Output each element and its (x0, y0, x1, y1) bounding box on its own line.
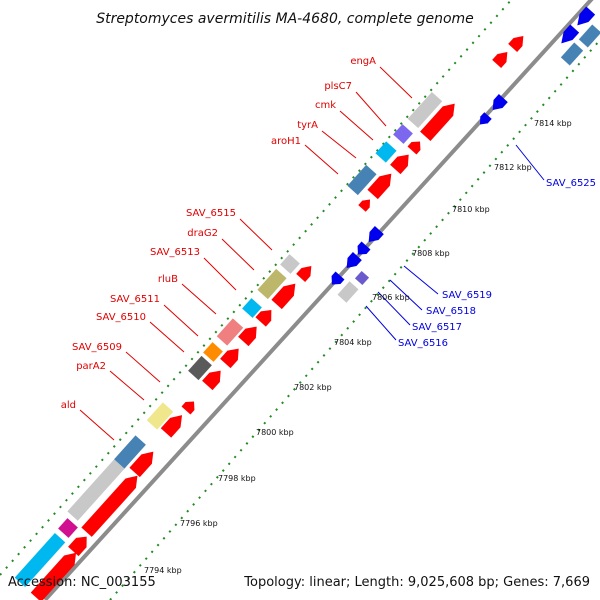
gene-arrow-fwd-6 (181, 401, 195, 415)
kbp-label-7794: 7794 kbp (144, 566, 182, 575)
gene-arrow-fwd-4 (129, 451, 154, 478)
gene-box-steelblue-1 (114, 435, 146, 469)
gene-arrow-rev-2 (346, 252, 362, 268)
forward-track-outer (14, 91, 443, 587)
gene-arrow-fwd-19 (508, 36, 524, 52)
kbp-label-7802: 7802 kbp (294, 383, 332, 392)
gene-label-rluB: rluB (158, 274, 178, 285)
kbp-label-7806: 7806 kbp (372, 293, 410, 302)
gene-box-darkgray (188, 355, 212, 381)
gene-box-olive (257, 268, 287, 300)
gene-box-khaki (146, 402, 174, 430)
gene-label-SAV_6518: SAV_6518 (426, 306, 476, 317)
gene-label-ald: ald (61, 400, 76, 411)
kbp-label-7810: 7810 kbp (452, 205, 490, 214)
reverse-labels: SAV_6525 SAV_6519 SAV_6518 SAV_6517 SAV_… (398, 178, 596, 349)
gene-label-aroH1: aroH1 (271, 136, 301, 147)
gene-label-SAV_6511: SAV_6511 (110, 294, 160, 305)
gene-arrow-rev-1 (331, 271, 345, 285)
gene-label-engA: engA (350, 56, 376, 67)
gene-arrow-fwd-16 (407, 141, 421, 155)
gene-arrow-fwd-10 (255, 310, 272, 327)
gene-arrow-rev-5 (479, 112, 492, 125)
gene-box-cyan-2 (242, 298, 262, 318)
gene-label-SAV_6510: SAV_6510 (96, 312, 146, 323)
gene-box-gray-rev (337, 281, 359, 303)
gene-arrow-rev-4 (368, 226, 384, 242)
gene-label-SAV_6513: SAV_6513 (150, 247, 200, 258)
gene-arrow-fwd-11 (271, 283, 296, 310)
gene-label-plsC7: plsC7 (324, 81, 352, 92)
gene-label-cmk: cmk (315, 100, 336, 111)
gene-arrow-fwd-2 (68, 536, 87, 557)
gene-label-SAV_6517: SAV_6517 (412, 322, 462, 333)
gene-box-cyan-3 (375, 141, 397, 163)
gene-label-draG2: draG2 (187, 228, 218, 239)
kbp-label-7812: 7812 kbp (494, 163, 532, 172)
forward-labels: engA plsC7 cmk tyrA aroH1 SAV_6515 draG2… (61, 56, 376, 411)
gene-label-tyrA: tyrA (297, 120, 318, 131)
kbp-labels: 7794 kbp 7796 kbp 7798 kbp 7800 kbp 7802… (144, 119, 572, 575)
gene-arrow-fwd-1 (30, 552, 77, 600)
genome-backbone (43, 0, 594, 600)
gene-arrow-fwd-15 (390, 154, 409, 175)
kbp-label-7800: 7800 kbp (256, 428, 294, 437)
gene-arrow-fwd-3 (81, 475, 138, 537)
gene-arrow-fwd-9 (238, 326, 257, 347)
gene-box-steelblue-rev-2 (578, 24, 600, 48)
gene-box-gray-2 (280, 254, 300, 274)
gene-label-SAV_6515: SAV_6515 (186, 208, 236, 219)
gene-box-slateblue-rev (354, 270, 370, 286)
gene-arrow-fwd-8 (220, 348, 239, 369)
reverse-leaders (365, 144, 545, 341)
reverse-track (331, 6, 600, 303)
gene-arrow-fwd-17 (420, 103, 455, 142)
genome-summary-text: Topology: linear; Length: 9,025,608 bp; … (243, 575, 590, 590)
gene-arrow-rev-6 (492, 94, 508, 110)
gene-label-parA2: parA2 (76, 361, 106, 372)
gene-label-SAV_6509: SAV_6509 (72, 342, 122, 353)
gene-arrow-fwd-5 (160, 415, 183, 438)
gene-box-slateblue (393, 124, 413, 144)
kbp-label-7798: 7798 kbp (218, 474, 256, 483)
kbp-label-7808: 7808 kbp (412, 249, 450, 258)
gene-box-gray-3 (407, 91, 443, 129)
gene-label-SAV_6516: SAV_6516 (398, 338, 448, 349)
map-title: Streptomyces avermitilis MA-4680, comple… (96, 11, 474, 27)
forward-leaders (79, 66, 413, 441)
gene-box-gray-1 (67, 459, 125, 521)
forward-track-inner (30, 36, 524, 600)
gene-box-steelblue-2 (347, 164, 377, 196)
kbp-label-7804: 7804 kbp (334, 338, 372, 347)
gene-arrow-fwd-14 (367, 173, 392, 200)
gene-arrow-fwd-18 (492, 52, 508, 68)
gene-label-SAV_6519: SAV_6519 (442, 290, 492, 301)
gene-arrow-rev-7 (561, 24, 580, 44)
gene-box-orange (203, 342, 223, 362)
gene-box-magenta (58, 518, 78, 538)
gene-arrow-fwd-12 (296, 266, 312, 282)
gene-arrow-rev-8 (577, 6, 596, 26)
gene-arrow-fwd-13 (358, 199, 371, 212)
gene-box-steelblue-rev-1 (560, 42, 584, 66)
gene-arrow-fwd-7 (202, 370, 221, 391)
gene-arrow-rev-3 (357, 241, 371, 255)
gene-label-SAV_6525: SAV_6525 (546, 178, 596, 189)
gene-box-cyan-1 (14, 533, 66, 587)
gene-box-pink (216, 318, 244, 346)
kbp-label-7796: 7796 kbp (180, 519, 218, 528)
accession-text: Accession: NC_003155 (8, 575, 156, 590)
kbp-label-7814: 7814 kbp (534, 119, 572, 128)
